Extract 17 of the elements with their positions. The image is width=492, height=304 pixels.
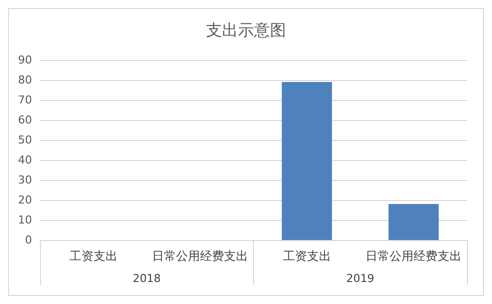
text: 2019 bbox=[346, 272, 374, 285]
chart-title: 支出示意图 bbox=[206, 20, 286, 40]
y-tick-label: 40 bbox=[18, 154, 32, 166]
x-tick-label: 日常公用经费支出 bbox=[152, 249, 248, 263]
text: 2018 bbox=[132, 272, 161, 285]
y-tick-label: 70 bbox=[18, 94, 32, 106]
y-tick-label: 20 bbox=[18, 194, 32, 206]
y-tick-label: 0 bbox=[25, 234, 32, 246]
y-tick-label: 30 bbox=[18, 174, 32, 186]
y-tick-label: 60 bbox=[18, 114, 32, 126]
x-tick-label: 工资支出 bbox=[282, 249, 331, 263]
x-tick-label: 日常公用经费支出 bbox=[366, 249, 462, 263]
x-tick-label: 工资支出 bbox=[69, 249, 118, 263]
y-tick-label: 90 bbox=[18, 54, 32, 66]
y-tick-label: 10 bbox=[18, 214, 32, 226]
y-tick-label: 50 bbox=[18, 134, 32, 146]
y-tick-label: 80 bbox=[18, 74, 32, 86]
